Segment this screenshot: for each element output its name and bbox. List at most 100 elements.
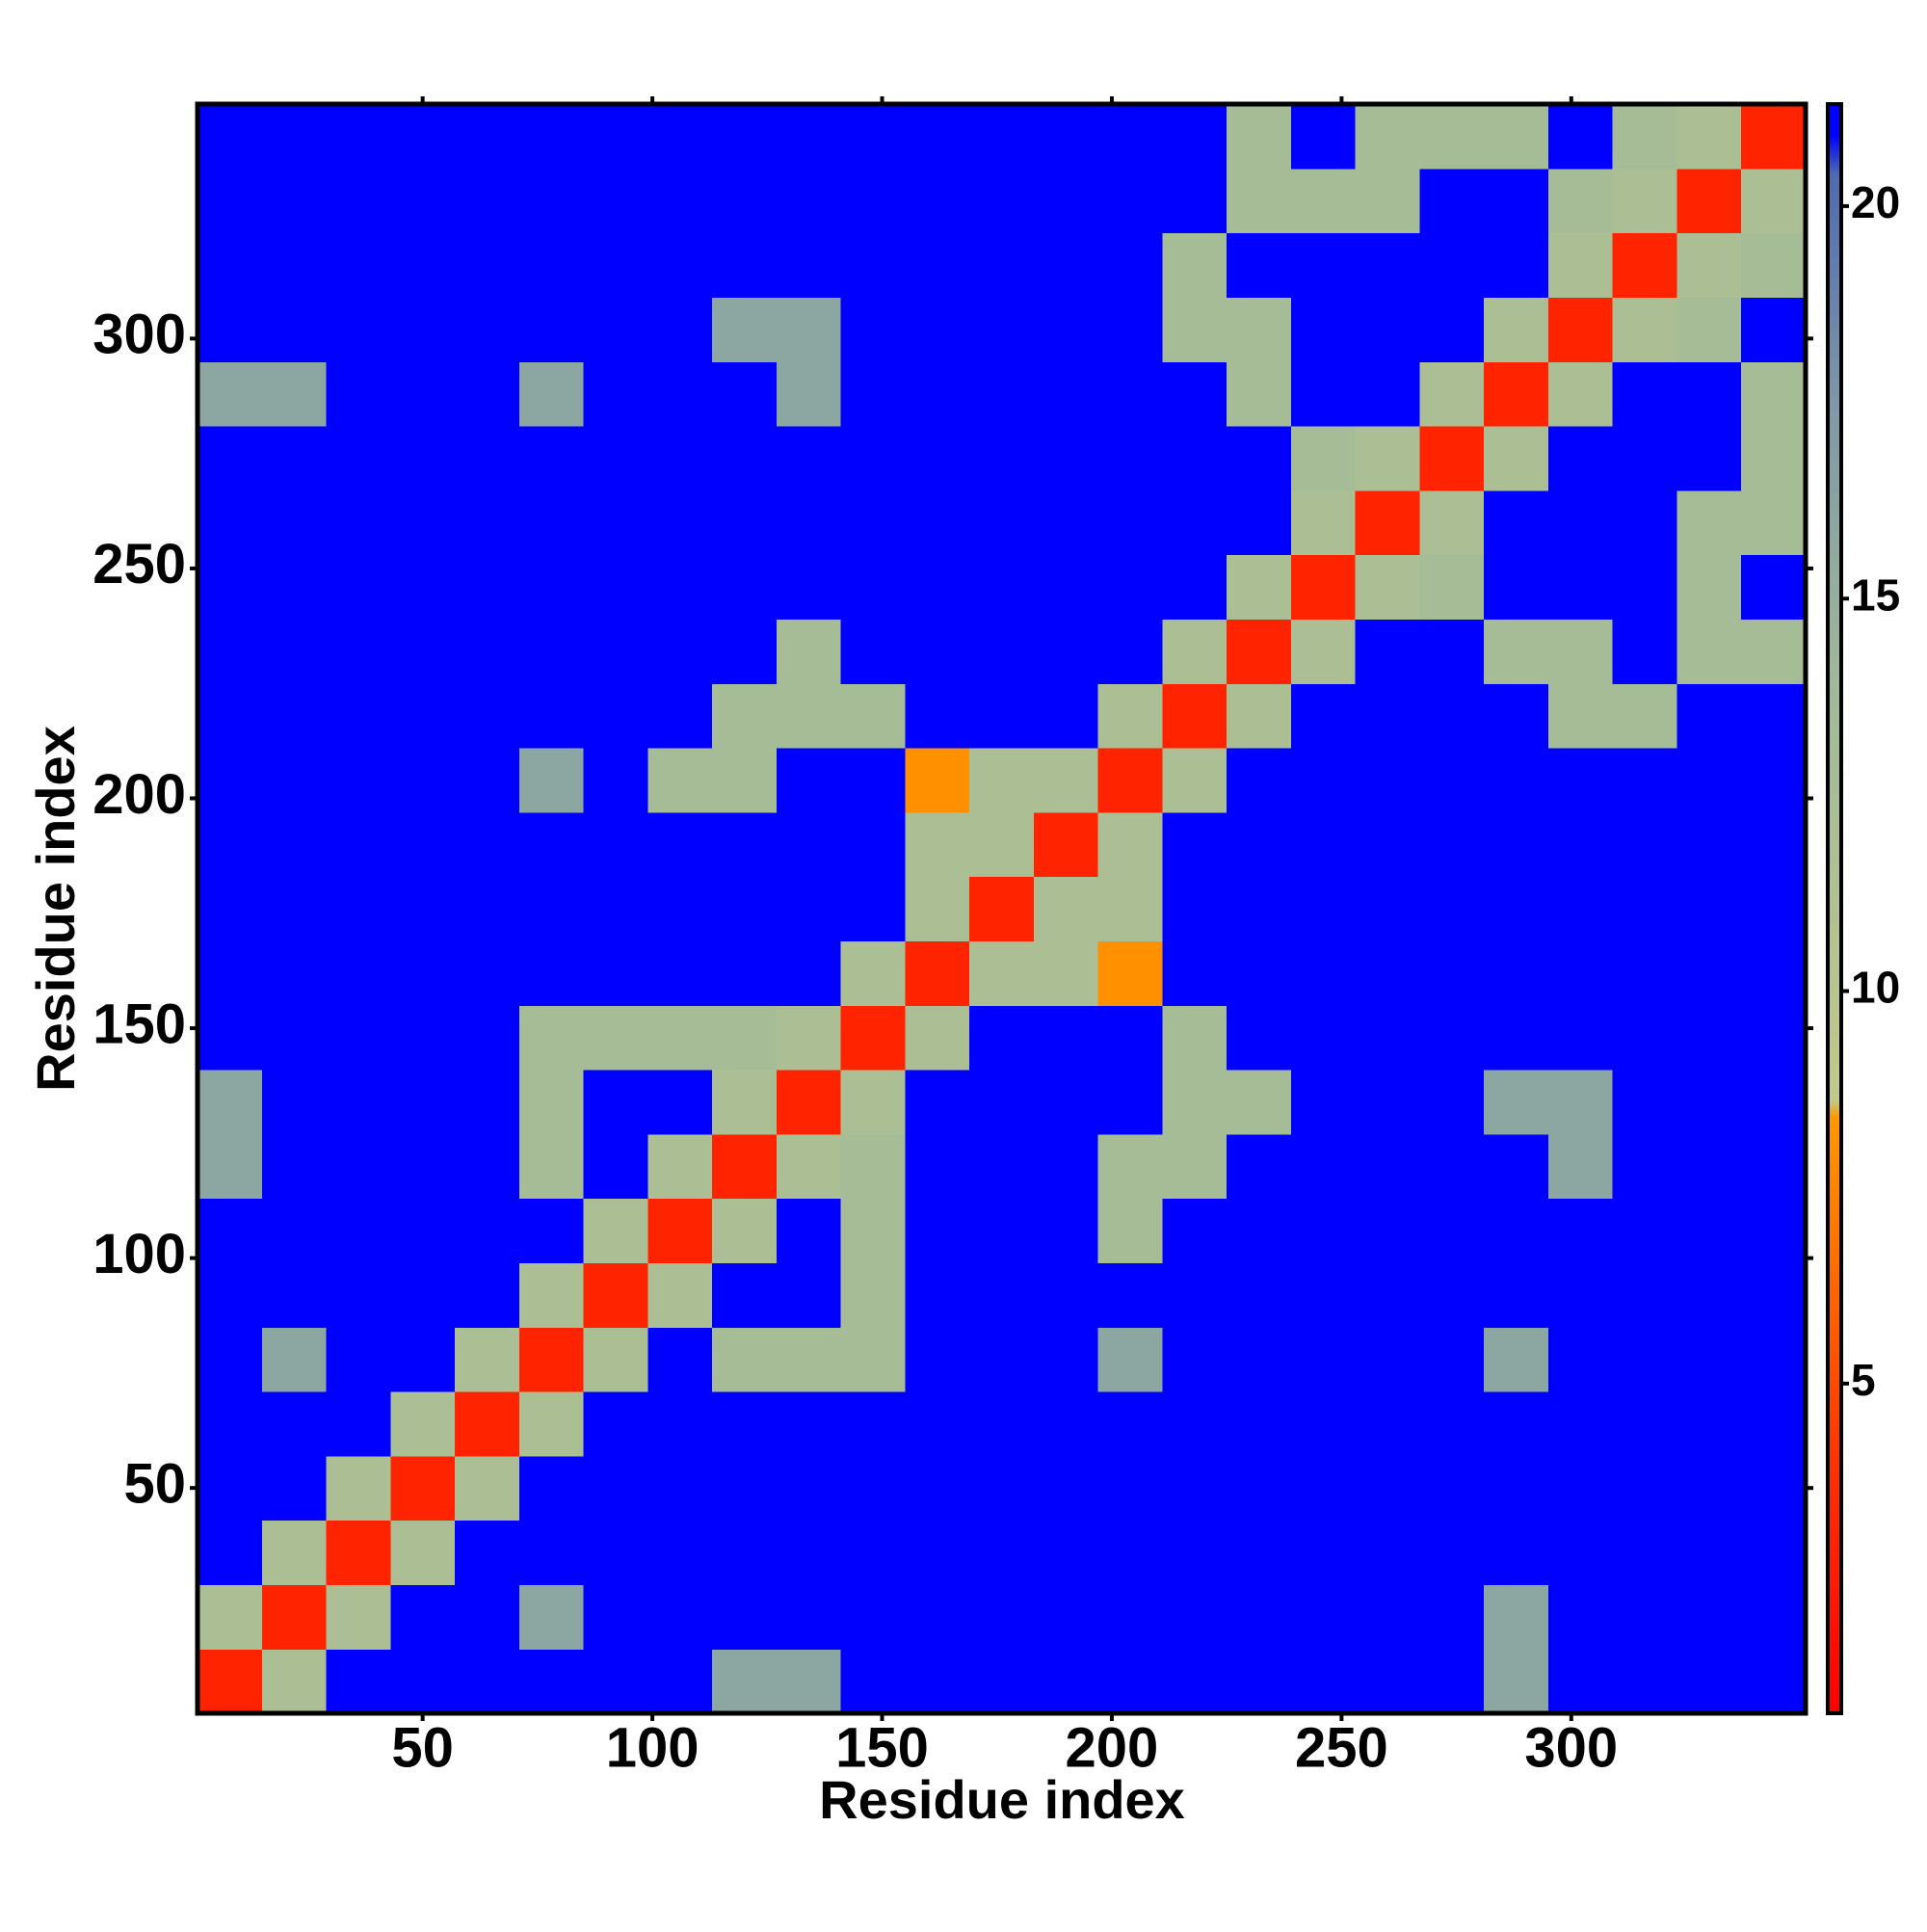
heatmap-cell — [1033, 1584, 1099, 1650]
heatmap-cell — [712, 1584, 778, 1650]
heatmap-cell — [1419, 748, 1485, 813]
heatmap-cell — [1484, 619, 1549, 684]
heatmap-cell — [1290, 619, 1357, 684]
heatmap-cell — [455, 1455, 520, 1522]
heatmap-cell — [1484, 1070, 1549, 1135]
y-axis-title: Residue index — [25, 726, 86, 1092]
heatmap-cell — [1290, 1005, 1357, 1071]
heatmap-cell — [1612, 1005, 1678, 1071]
heatmap-cell — [1612, 876, 1678, 941]
heatmap-cell — [969, 104, 1035, 170]
heatmap-cell — [969, 1520, 1035, 1585]
heatmap-cell — [647, 490, 713, 556]
heatmap-cell — [1484, 490, 1549, 556]
heatmap-cell — [905, 1262, 970, 1328]
heatmap-cell — [1290, 1133, 1357, 1200]
heatmap-cell — [1419, 1327, 1485, 1392]
heatmap-cell — [840, 1327, 906, 1392]
heatmap-cell — [1097, 619, 1163, 684]
heatmap-cell — [1741, 297, 1807, 362]
heatmap-cell — [390, 1649, 456, 1714]
heatmap-cell — [1547, 1391, 1614, 1457]
heatmap-cell — [1033, 1005, 1099, 1071]
heatmap-cell — [1033, 876, 1099, 941]
heatmap-cell — [1741, 361, 1807, 427]
heatmap-cell — [647, 104, 713, 170]
heatmap-cell — [1162, 1005, 1227, 1071]
heatmap-cell — [326, 554, 391, 620]
heatmap-cell — [1355, 1070, 1421, 1135]
heatmap-cell — [1227, 1262, 1292, 1328]
heatmap-cell — [583, 1133, 648, 1200]
heatmap-cell — [905, 232, 970, 298]
heatmap-cell — [198, 1327, 263, 1392]
heatmap-cell — [776, 940, 842, 1006]
heatmap-cell — [712, 297, 778, 362]
heatmap-cell — [1741, 168, 1807, 234]
heatmap-cell — [1419, 232, 1485, 298]
heatmap-cell — [776, 490, 842, 556]
heatmap-cell — [261, 940, 328, 1006]
heatmap-cell — [261, 168, 328, 234]
heatmap-cell — [712, 1133, 778, 1200]
heatmap-cell — [647, 1520, 713, 1585]
heatmap-cell — [840, 1262, 906, 1328]
heatmap-cell — [969, 168, 1035, 234]
heatmap-cell — [518, 940, 585, 1006]
heatmap-cell — [712, 811, 778, 878]
heatmap-cell — [390, 490, 456, 556]
heatmap-cell — [905, 1520, 970, 1585]
heatmap-cell — [261, 1649, 328, 1714]
heatmap-cell — [1547, 1455, 1614, 1522]
x-tick-label: 100 — [606, 1716, 700, 1779]
heatmap-cell — [1290, 811, 1357, 878]
heatmap-cell — [647, 361, 713, 427]
heatmap-cell — [1547, 683, 1614, 749]
heatmap-cell — [1741, 1455, 1807, 1522]
heatmap-cell — [1290, 361, 1357, 427]
heatmap-cell — [1484, 748, 1549, 813]
heatmap-cell — [1355, 426, 1421, 491]
heatmap-cell — [1676, 1198, 1742, 1263]
heatmap-cell — [518, 1455, 585, 1522]
heatmap-cell — [840, 1649, 906, 1714]
heatmap-cell — [776, 1262, 842, 1328]
heatmap-cell — [1484, 426, 1549, 491]
heatmap-cell — [261, 104, 328, 170]
heatmap-cell — [1033, 683, 1099, 749]
heatmap-cell — [905, 619, 970, 684]
heatmap-cell — [1676, 1070, 1742, 1135]
heatmap-cell — [326, 168, 391, 234]
heatmap-cell — [1676, 683, 1742, 749]
heatmap-cell — [1162, 1327, 1227, 1392]
heatmap-cell — [390, 104, 456, 170]
heatmap-cell — [1547, 876, 1614, 941]
heatmap-cell — [583, 1070, 648, 1135]
heatmap-cell — [390, 1391, 456, 1457]
heatmap-cell — [776, 1070, 842, 1135]
heatmap-cell — [261, 748, 328, 813]
heatmap-cell — [840, 1005, 906, 1071]
heatmap-cell — [1547, 1262, 1614, 1328]
heatmap-cell — [1484, 297, 1549, 362]
heatmap-cell — [1419, 683, 1485, 749]
heatmap-cell — [1355, 1198, 1421, 1263]
heatmap-cell — [969, 426, 1035, 491]
heatmap-cell — [1033, 1455, 1099, 1522]
heatmap-cell — [1547, 426, 1614, 491]
heatmap-cell — [1612, 1327, 1678, 1392]
heatmap-cell — [1547, 554, 1614, 620]
heatmap-cell — [1162, 1391, 1227, 1457]
heatmap-cell — [455, 168, 520, 234]
heatmap-cell — [583, 683, 648, 749]
heatmap-cell — [261, 811, 328, 878]
heatmap-cell — [776, 297, 842, 362]
heatmap-cell — [1419, 1455, 1485, 1522]
heatmap-cell — [1612, 1584, 1678, 1650]
heatmap-cell — [712, 683, 778, 749]
heatmap-cell — [326, 1327, 391, 1392]
heatmap-cell — [1547, 748, 1614, 813]
heatmap-cell — [518, 811, 585, 878]
heatmap-cell — [518, 1262, 585, 1328]
